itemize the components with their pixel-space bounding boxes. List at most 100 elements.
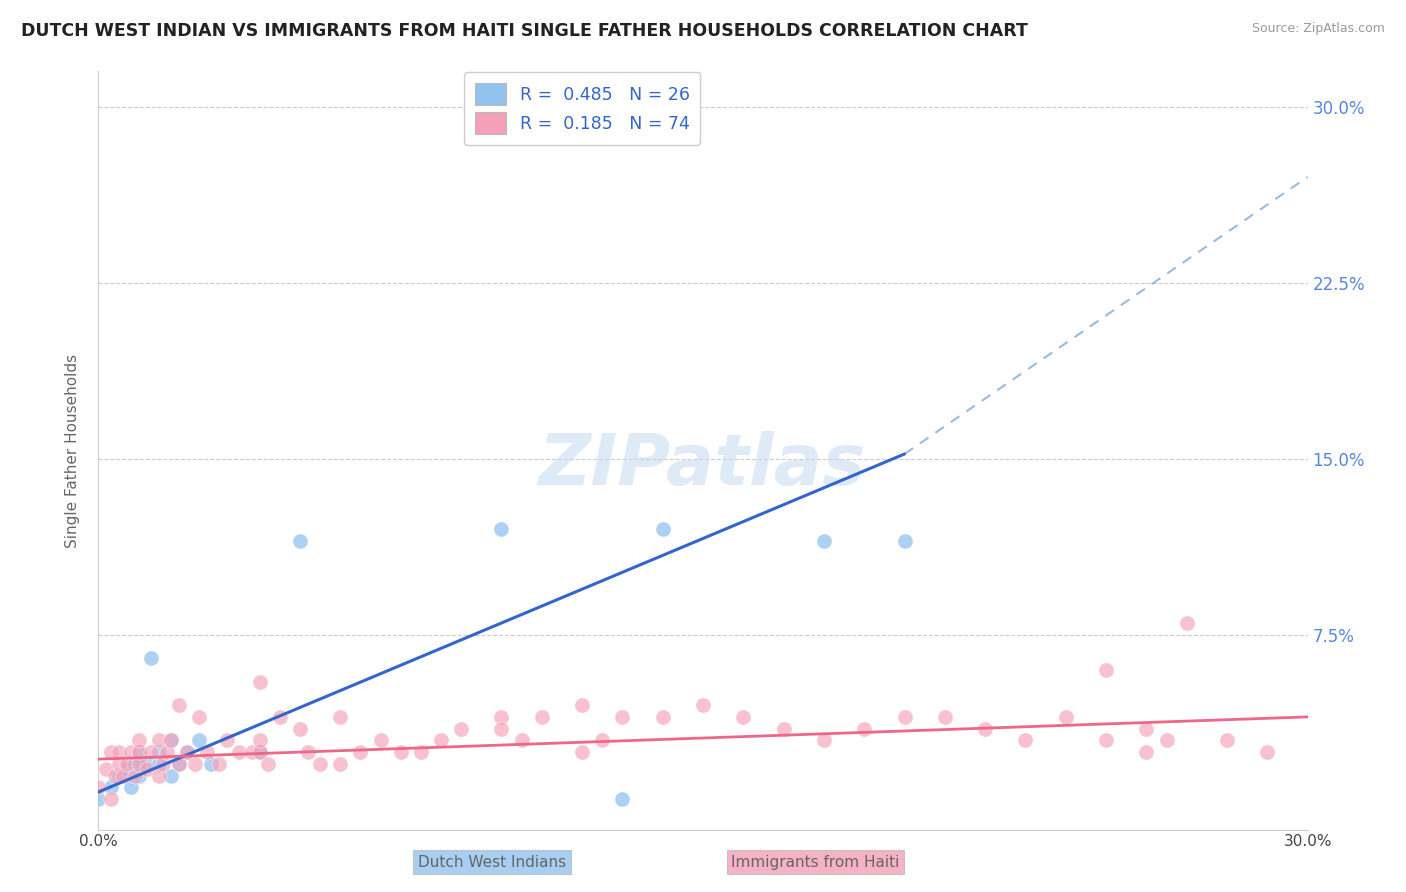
Point	[1156, 733, 1178, 747]
Point	[128, 756, 150, 771]
Point	[813, 533, 835, 548]
Point	[651, 522, 673, 536]
Text: Dutch West Indians: Dutch West Indians	[418, 855, 567, 870]
Point	[148, 745, 170, 759]
Point	[974, 722, 997, 736]
Point	[651, 710, 673, 724]
Point	[200, 756, 222, 771]
Point	[100, 745, 122, 759]
Point	[96, 762, 118, 776]
Point	[1135, 745, 1157, 759]
Point	[1014, 733, 1036, 747]
Point	[1256, 745, 1278, 759]
Point	[139, 745, 162, 759]
Point	[893, 533, 915, 548]
Point	[100, 780, 122, 795]
Y-axis label: Single Father Households: Single Father Households	[65, 353, 80, 548]
Point	[240, 745, 263, 759]
Point	[100, 792, 122, 806]
Point	[571, 698, 593, 713]
Point	[128, 768, 150, 782]
Point	[1095, 663, 1118, 677]
Point	[167, 756, 190, 771]
Point	[87, 792, 110, 806]
Point	[115, 756, 138, 771]
Point	[297, 745, 319, 759]
Point	[430, 733, 453, 747]
Point	[510, 733, 533, 747]
Point	[103, 768, 125, 782]
Text: Source: ZipAtlas.com: Source: ZipAtlas.com	[1251, 22, 1385, 36]
Point	[167, 698, 190, 713]
Point	[591, 733, 613, 747]
Point	[256, 756, 278, 771]
Point	[195, 745, 218, 759]
Point	[491, 522, 513, 536]
Point	[152, 756, 174, 771]
Point	[249, 745, 271, 759]
Point	[249, 733, 271, 747]
Point	[491, 722, 513, 736]
Point	[853, 722, 876, 736]
Point	[309, 756, 332, 771]
Point	[176, 745, 198, 759]
Point	[135, 756, 157, 771]
Point	[1135, 722, 1157, 736]
Point	[1095, 733, 1118, 747]
Point	[692, 698, 714, 713]
Point	[1054, 710, 1077, 724]
Point	[107, 745, 129, 759]
Point	[813, 733, 835, 747]
Point	[148, 733, 170, 747]
Point	[128, 745, 150, 759]
Point	[934, 710, 956, 724]
Point	[269, 710, 291, 724]
Point	[530, 710, 553, 724]
Point	[571, 745, 593, 759]
Point	[1216, 733, 1239, 747]
Point	[329, 756, 352, 771]
Point	[124, 768, 146, 782]
Point	[128, 756, 150, 771]
Point	[450, 722, 472, 736]
Point	[160, 733, 183, 747]
Point	[893, 710, 915, 724]
Point	[288, 533, 311, 548]
Point	[107, 756, 129, 771]
Point	[107, 768, 129, 782]
Point	[120, 745, 142, 759]
Point	[87, 780, 110, 795]
Point	[612, 792, 634, 806]
Text: ZIPatlas: ZIPatlas	[540, 431, 866, 500]
Point	[111, 768, 134, 782]
Point	[208, 756, 231, 771]
Point	[772, 722, 794, 736]
Point	[188, 733, 211, 747]
Point	[349, 745, 371, 759]
Point	[184, 756, 207, 771]
Point	[249, 674, 271, 689]
Point	[115, 762, 138, 776]
Point	[288, 722, 311, 736]
Point	[128, 745, 150, 759]
Text: Immigrants from Haiti: Immigrants from Haiti	[731, 855, 900, 870]
Point	[228, 745, 250, 759]
Point	[491, 710, 513, 724]
Point	[160, 733, 183, 747]
Point	[329, 710, 352, 724]
Point	[124, 756, 146, 771]
Point	[135, 762, 157, 776]
Point	[733, 710, 755, 724]
Text: DUTCH WEST INDIAN VS IMMIGRANTS FROM HAITI SINGLE FATHER HOUSEHOLDS CORRELATION : DUTCH WEST INDIAN VS IMMIGRANTS FROM HAI…	[21, 22, 1028, 40]
Point	[128, 733, 150, 747]
Point	[148, 756, 170, 771]
Point	[176, 745, 198, 759]
Point	[370, 733, 392, 747]
Legend: R =  0.485   N = 26, R =  0.185   N = 74: R = 0.485 N = 26, R = 0.185 N = 74	[464, 72, 700, 145]
Point	[409, 745, 432, 759]
Point	[389, 745, 412, 759]
Point	[167, 756, 190, 771]
Point	[188, 710, 211, 724]
Point	[1175, 615, 1198, 630]
Point	[120, 780, 142, 795]
